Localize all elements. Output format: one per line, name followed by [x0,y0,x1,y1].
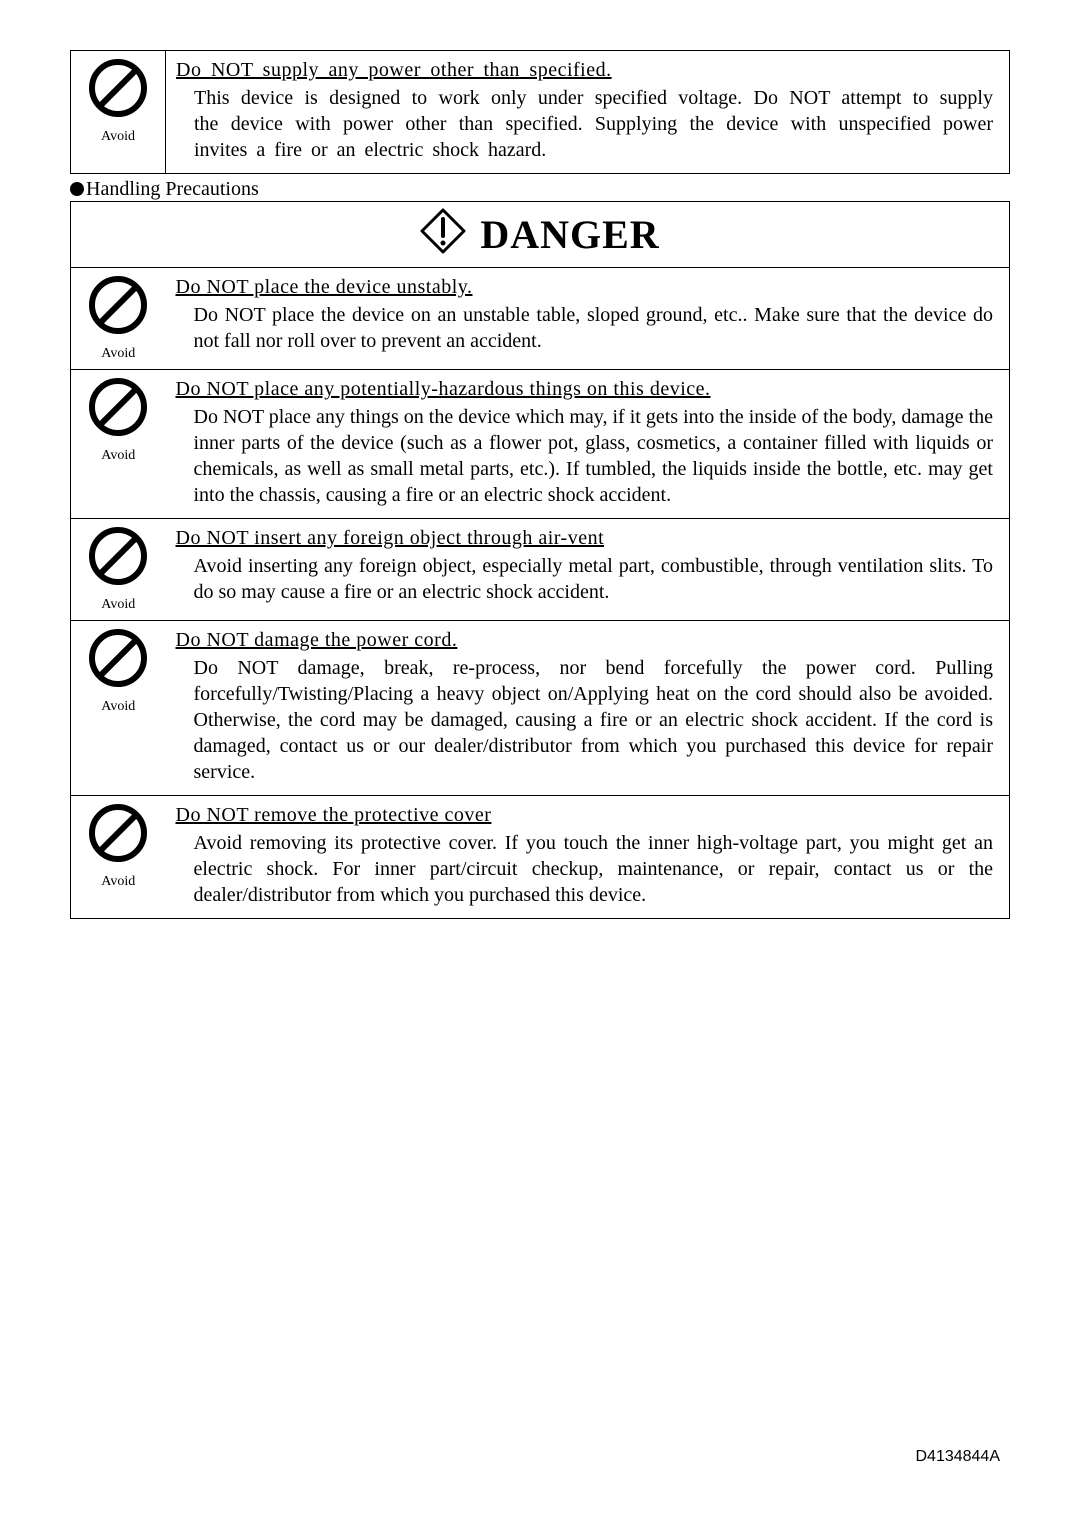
power-warning-body: This device is designed to work only und… [176,83,999,167]
warning-diamond-icon [420,208,466,261]
document-id: D4134844A [915,1447,1000,1468]
avoid-label: Avoid [81,596,156,614]
danger-row-text: Do NOT insert any foreign object through… [166,519,1010,621]
danger-table: DANGER Avoid Do NOT place the device uns… [70,201,1010,919]
danger-header-cell: DANGER [71,202,1010,268]
prohibit-icon [87,57,149,126]
danger-row-text: Do NOT place any potentially-hazardous t… [166,370,1010,519]
danger-row-text: Do NOT remove the protective cover Avoid… [166,796,1010,919]
avoid-label: Avoid [81,128,155,146]
power-warning-title: Do NOT supply any power other than speci… [176,57,999,83]
danger-row-title: Do NOT place the device unstably. [176,274,1000,300]
danger-row-title: Do NOT damage the power cord. [176,627,1000,653]
prohibit-icon [87,802,149,871]
avoid-icon-cell: Avoid [71,621,166,796]
danger-row-title: Do NOT remove the protective cover [176,802,1000,828]
avoid-icon-cell: Avoid [71,51,166,174]
avoid-label: Avoid [81,345,156,363]
danger-row-body: Avoid removing its protective cover. If … [176,828,1000,912]
danger-row-text: Do NOT damage the power cord. Do NOT dam… [166,621,1010,796]
section-heading: Handling Precautions [70,176,1010,202]
danger-row-body: Avoid inserting any foreign object, espe… [176,551,1000,609]
danger-row-body: Do NOT damage, break, re-process, nor be… [176,653,1000,789]
avoid-icon-cell: Avoid [71,268,166,370]
danger-row-body: Do NOT place the device on an unstable t… [176,300,1000,358]
avoid-icon-cell: Avoid [71,370,166,519]
prohibit-icon [87,274,149,343]
prohibit-icon [87,525,149,594]
bullet-icon [70,182,84,196]
section-heading-text: Handling Precautions [86,178,259,200]
prohibit-icon [87,376,149,445]
danger-heading-text: DANGER [480,209,659,261]
avoid-label: Avoid [81,873,156,891]
avoid-icon-cell: Avoid [71,519,166,621]
avoid-icon-cell: Avoid [71,796,166,919]
power-warning-text-cell: Do NOT supply any power other than speci… [166,51,1010,174]
prohibit-icon [87,627,149,696]
danger-row-body: Do NOT place any things on the device wh… [176,402,1000,512]
power-warning-table: Avoid Do NOT supply any power other than… [70,50,1010,174]
danger-row-title: Do NOT place any potentially-hazardous t… [176,376,1000,402]
avoid-label: Avoid [81,447,156,465]
danger-row-title: Do NOT insert any foreign object through… [176,525,1000,551]
danger-row-text: Do NOT place the device unstably. Do NOT… [166,268,1010,370]
avoid-label: Avoid [81,698,156,716]
